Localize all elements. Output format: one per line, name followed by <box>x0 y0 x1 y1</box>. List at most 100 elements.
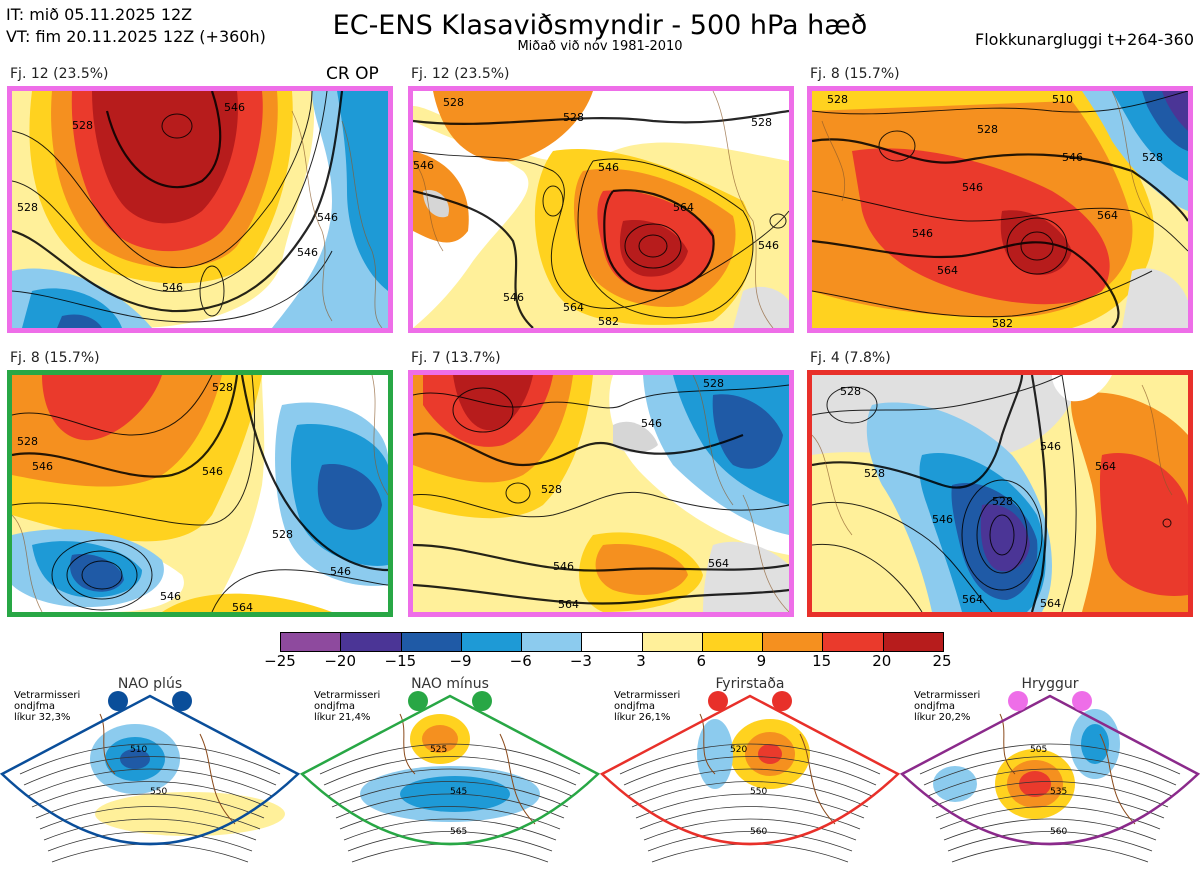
contour-label: 564 <box>558 598 579 611</box>
height-contours-3 <box>812 91 1188 328</box>
regime-contour <box>319 743 581 775</box>
colorbar-swatch <box>701 633 763 651</box>
regime-contour <box>627 768 873 797</box>
anomaly-blob <box>697 719 733 789</box>
contour-label: 564 <box>937 264 958 277</box>
contour-label: 564 <box>232 601 253 612</box>
regime-border <box>599 694 901 846</box>
regime-map: 525 545 565 <box>299 691 601 863</box>
contour-labels-2: 528 528 528 546 546 564 546 546 564 582 <box>413 96 779 328</box>
colorbar-tick-label: −3 <box>569 652 592 670</box>
cluster-label-6: Fj. 4 (7.8%) <box>810 350 891 366</box>
cluster-map-6: 528 528 546 564 546 528 564 564 <box>807 370 1193 617</box>
contour-label: 546 <box>202 465 223 478</box>
regime-marker-dot <box>772 691 792 711</box>
cluster-label-2: Fj. 12 (23.5%) <box>411 66 510 82</box>
regime-contour <box>635 793 865 819</box>
anomaly-blob <box>1019 771 1051 797</box>
contour-label: 546 <box>598 161 619 174</box>
regime-contour-label: 545 <box>450 787 467 797</box>
colorbar-tick-label: 15 <box>812 652 832 670</box>
colorbar-tick-label: −25 <box>264 652 296 670</box>
contour-label: 564 <box>1040 597 1061 610</box>
contour-label: 528 <box>864 467 885 480</box>
contour-label: 528 <box>840 385 861 398</box>
regime-info: Vetrarmisseri ondjfma líkur 32,3% <box>14 690 80 723</box>
contour-label: 528 <box>563 111 584 124</box>
contour-label: 528 <box>703 377 724 390</box>
anomaly-blob <box>933 766 977 802</box>
colorbar-tick-label: −9 <box>449 652 472 670</box>
regime-info: Vetrarmisseri ondjfma líkur 20,2% <box>914 690 980 723</box>
regime-anomaly <box>90 724 285 836</box>
contour-label: 528 <box>751 116 772 129</box>
regime-contour-label: 560 <box>1050 827 1067 837</box>
regime-contour-label: 510 <box>130 745 147 755</box>
height-contours-4 <box>12 375 388 612</box>
regime-contour <box>651 843 849 863</box>
anomaly-fill-4 <box>12 375 388 612</box>
colorbar-swatch <box>400 633 461 651</box>
colorbar-swatch <box>460 633 522 651</box>
contour-label: 564 <box>673 201 694 214</box>
regime-contour <box>631 781 869 808</box>
coastlines-6 <box>812 384 1173 536</box>
classification-window: Flokkunargluggi t+264-360 <box>975 30 1194 49</box>
regime-marker-dot <box>172 691 192 711</box>
regime-contour <box>647 831 853 852</box>
contour-label: 528 <box>272 528 293 541</box>
regime-contour <box>919 743 1181 775</box>
regime-contour <box>47 831 253 852</box>
regime-contour <box>23 756 277 786</box>
contour-label: 546 <box>330 565 351 578</box>
chart-title: EC-ENS Klasaviðsmyndir - 500 hPa hæð <box>332 10 868 41</box>
height-contours-6 <box>812 375 1172 612</box>
contour-label: 582 <box>598 315 619 328</box>
colorbar-tick-label: 3 <box>636 652 646 670</box>
colorbar-tick-label: 9 <box>756 652 767 670</box>
regime-marker-dot <box>1008 691 1028 711</box>
regime-coastline <box>99 713 236 825</box>
contour-label: 546 <box>317 211 338 224</box>
contour-label: 546 <box>1040 440 1061 453</box>
regime-contour <box>335 793 565 819</box>
regime-map: 510 550 <box>0 691 301 863</box>
regime-contour-label: 520 <box>730 745 747 755</box>
cluster-map-1: 546 528 546 546 528 546 <box>7 86 393 333</box>
regime-info: Vetrarmisseri ondjfma líkur 21,4% <box>314 690 380 723</box>
colorbar-tick-label: 20 <box>872 652 892 670</box>
regime-info-line: líkur 21,4% <box>314 712 371 723</box>
anomaly-blob <box>758 744 782 764</box>
coastlines-1 <box>291 110 383 328</box>
colorbar-swatch <box>340 633 401 651</box>
contour-label: 546 <box>553 560 574 573</box>
cluster-tag-1: CR OP <box>326 64 379 84</box>
regime-title: Fyrirstaða <box>715 676 785 692</box>
chart-subtitle: Miðað við nóv 1981-2010 <box>517 39 683 54</box>
header-info: IT: mið 05.11.2025 12Z VT: fim 20.11.202… <box>6 4 266 48</box>
regime-info: Vetrarmisseri ondjfma líkur 26,1% <box>614 690 680 723</box>
regime-contour <box>943 818 1157 841</box>
anomaly-blob <box>1081 724 1109 764</box>
anomaly-fill-1 <box>12 91 388 328</box>
weather-regimes: 510 550 NAO plús Vetrarmisseri ondjfma líkur … <box>0 674 1200 871</box>
regime-map: 505 535 560 <box>899 691 1200 863</box>
cluster-label-5: Fj. 7 (13.7%) <box>411 350 501 366</box>
colorbar-swatch <box>281 633 341 651</box>
regime-contour <box>639 806 861 830</box>
cluster-map-5: 528 546 528 546 564 564 <box>408 370 794 617</box>
colorbar-tick-label: −15 <box>384 652 417 670</box>
regime-contour <box>935 793 1165 819</box>
regime-contour-label: 565 <box>450 827 467 837</box>
contour-label: 546 <box>32 460 53 473</box>
contour-labels-3: 528 528 510 528 546 546 564 564 546 582 <box>827 93 1163 328</box>
regime-coastline <box>699 713 836 825</box>
contour-label: 546 <box>413 159 434 172</box>
regime-marker-dot <box>408 691 428 711</box>
regime-contour <box>927 768 1173 797</box>
colorbar-tick-label: 25 <box>932 652 952 670</box>
regime-marker-dot <box>708 691 728 711</box>
regime-map: 520 550 560 <box>599 691 901 863</box>
height-contours-5 <box>413 384 789 605</box>
contour-labels-5: 528 546 528 546 564 564 <box>541 377 729 611</box>
